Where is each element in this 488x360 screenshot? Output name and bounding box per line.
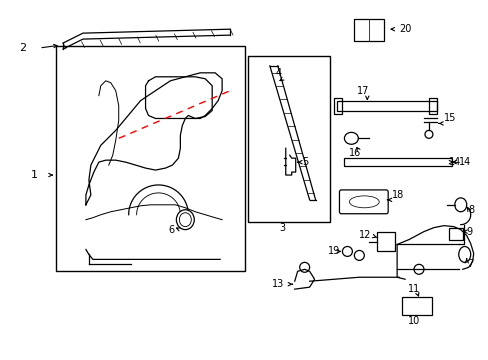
Bar: [401, 297, 431, 315]
Bar: [376, 231, 394, 251]
Ellipse shape: [176, 210, 194, 230]
Text: 19: 19: [327, 247, 339, 256]
Text: 14: 14: [447, 157, 460, 167]
Text: 3: 3: [279, 222, 285, 233]
Text: 16: 16: [349, 148, 361, 158]
Text: 11: 11: [407, 284, 419, 294]
Text: 13: 13: [271, 279, 284, 289]
Bar: [337, 100, 436, 111]
FancyBboxPatch shape: [339, 190, 387, 214]
Ellipse shape: [413, 264, 423, 274]
Text: 17: 17: [357, 86, 369, 96]
Bar: [354, 19, 368, 41]
Text: 6: 6: [168, 225, 174, 235]
Text: 4: 4: [275, 68, 282, 78]
Text: 2: 2: [19, 43, 26, 53]
Text: 20: 20: [398, 24, 410, 34]
Text: 1: 1: [31, 170, 38, 180]
Ellipse shape: [349, 196, 379, 208]
Text: 8: 8: [468, 205, 474, 215]
Bar: [56, 46, 244, 271]
Circle shape: [299, 262, 309, 272]
Bar: [334, 98, 342, 113]
Ellipse shape: [344, 132, 358, 144]
Text: 14: 14: [458, 157, 470, 167]
Text: 7: 7: [466, 259, 472, 269]
Text: 15: 15: [443, 113, 455, 123]
Bar: [448, 228, 462, 239]
Bar: [247, 56, 329, 222]
Bar: [354, 19, 384, 41]
Ellipse shape: [424, 130, 432, 138]
Bar: [344, 158, 451, 166]
Ellipse shape: [342, 247, 352, 256]
Ellipse shape: [354, 251, 364, 260]
Text: 5: 5: [302, 157, 308, 167]
Ellipse shape: [458, 247, 470, 262]
Text: 12: 12: [359, 230, 371, 239]
Bar: [428, 98, 436, 113]
Ellipse shape: [179, 213, 191, 227]
Text: 9: 9: [466, 226, 472, 237]
Text: 10: 10: [407, 316, 419, 326]
Text: 18: 18: [391, 190, 404, 200]
Ellipse shape: [454, 198, 466, 212]
